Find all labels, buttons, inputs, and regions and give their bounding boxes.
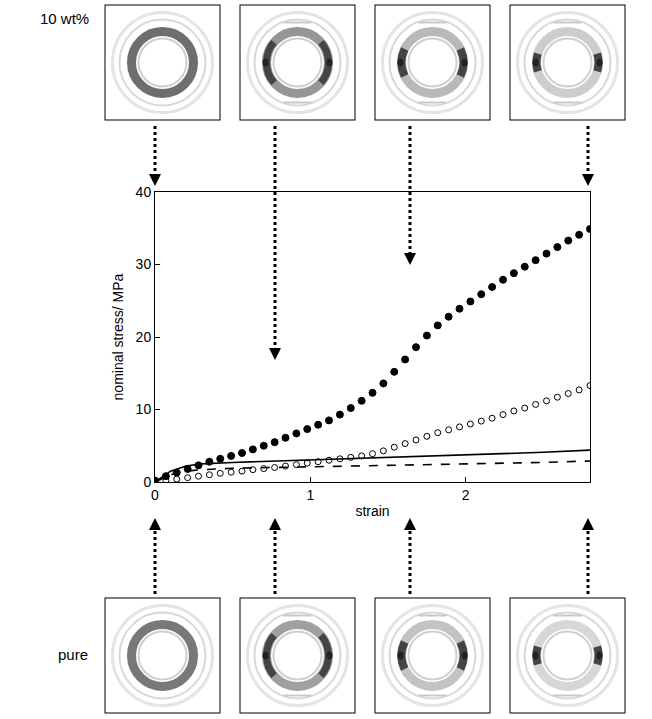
svg-text:1: 1 — [306, 487, 314, 503]
svg-text:nominal stress/ MPa: nominal stress/ MPa — [110, 273, 126, 400]
svg-text:40: 40 — [136, 184, 152, 200]
svg-text:strain: strain — [355, 503, 389, 519]
svg-text:2: 2 — [462, 487, 470, 503]
svg-text:0: 0 — [143, 474, 151, 490]
html-text:10 wt%: 10 wt% — [40, 10, 90, 27]
svg-text:30: 30 — [136, 256, 152, 272]
html-text:pure: pure — [58, 646, 88, 663]
svg-text:0: 0 — [151, 487, 159, 503]
svg-text:20: 20 — [136, 329, 152, 345]
svg-text:10: 10 — [136, 401, 152, 417]
